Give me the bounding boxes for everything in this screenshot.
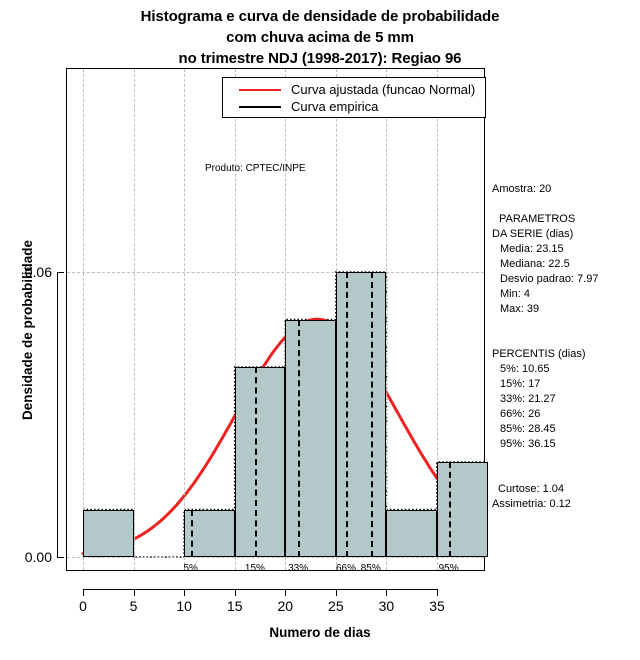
y-tick-label-0: 0.00: [24, 549, 52, 565]
x-tick-label: 20: [277, 598, 294, 614]
x-tick: [437, 589, 438, 596]
percentile-marker-label: 66%: [335, 563, 356, 574]
histogram-bar: [386, 509, 437, 557]
gridline-horizontal: [67, 272, 484, 273]
gridline-vertical: [133, 69, 135, 570]
gridline-vertical: [386, 69, 388, 570]
stat-p66: 66%: 26: [500, 408, 541, 420]
stat-desvio: Desvio padrao: 7.97: [500, 273, 599, 285]
chart-title-line-2: com chuva acima de 5 mm: [226, 29, 414, 46]
x-axis-line: [83, 589, 437, 590]
x-tick-label: 15: [226, 598, 243, 614]
percentile-marker-line: [298, 319, 301, 557]
stat-min: Min: 4: [500, 288, 530, 300]
x-tick: [184, 589, 186, 596]
stat-max: Max: 39: [500, 303, 540, 315]
x-tick: [386, 589, 388, 596]
produto-annotation: Produto: CPTEC/INPE: [205, 163, 306, 174]
percentile-marker-label: 5%: [183, 563, 198, 574]
stat-p95: 95%: 36.15: [500, 438, 556, 450]
percentile-marker-label: 33%: [288, 563, 309, 574]
x-tick: [234, 589, 236, 596]
x-tick: [83, 589, 84, 596]
x-tick-label: 0: [79, 598, 87, 614]
stat-percentis-header: PERCENTIS (dias): [492, 348, 586, 360]
histogram-bar: [335, 272, 387, 557]
gridline-horizontal: [67, 557, 484, 558]
histogram-bar: [437, 462, 488, 557]
chart-title-line-1: Histograma e curva de densidade de proba…: [140, 8, 500, 25]
x-tick-label: 5: [129, 598, 138, 614]
legend-item-0: Curva ajustada (funcao Normal): [223, 81, 485, 99]
histogram-bar: [234, 367, 286, 557]
x-tick-label: 25: [328, 598, 344, 614]
y-tick-label-1: 0.06: [24, 264, 52, 280]
y-tick-1: [57, 272, 64, 273]
stat-p33: 33%: 21.27: [500, 393, 556, 405]
percentile-marker-line: [448, 462, 451, 557]
y-axis-label: Densidade de probabilidade: [20, 239, 35, 420]
x-tick: [335, 589, 337, 596]
fitted-normal-curve: [81, 317, 474, 555]
gridline-vertical: [83, 69, 84, 570]
stat-p5: 5%: 10.65: [500, 363, 550, 375]
gridline-vertical: [437, 69, 438, 570]
percentile-marker-label: 15%: [244, 563, 265, 574]
percentile-marker-line: [345, 272, 348, 557]
percentile-marker-line: [190, 509, 193, 557]
stat-media: Media: 23.15: [500, 243, 564, 255]
x-tick-label: 10: [176, 598, 192, 614]
stat-assimetria: Assimetria: 0.12: [492, 498, 571, 510]
gridline-vertical: [184, 69, 186, 570]
plot-area: [66, 68, 488, 571]
x-tick-label: 30: [378, 598, 395, 614]
stat-p15: 15%: 17: [500, 378, 541, 390]
y-tick-0: [57, 557, 64, 558]
x-tick-label: 35: [429, 598, 445, 614]
percentile-marker-line: [254, 367, 257, 557]
legend-line-fitted-icon: [239, 89, 281, 91]
stat-param-header-1: PARAMETROS: [499, 213, 576, 225]
legend-label-0: Curva ajustada (funcao Normal): [291, 82, 476, 97]
histogram-bar: [83, 509, 134, 557]
gridline-vertical: [234, 69, 236, 570]
stat-p85: 85%: 28.45: [500, 423, 556, 435]
x-axis-label: Numero de dias: [269, 625, 371, 640]
x-tick: [285, 589, 287, 596]
x-tick: [133, 589, 135, 596]
y-axis-line: [57, 272, 58, 558]
stat-curtose: Curtose: 1.04: [498, 483, 565, 495]
percentile-marker-label: 95%: [438, 563, 459, 574]
statistics-panel: Amostra: 20 PARAMETROS DA SERIE (dias) M…: [492, 182, 640, 512]
stat-amostra: Amostra: 20: [492, 183, 552, 195]
percentile-marker-line: [370, 272, 373, 557]
histogram-bar: [285, 319, 336, 557]
legend-line-empirical-icon: [239, 106, 281, 108]
legend-label-1: Curva empirica: [291, 99, 379, 114]
percentile-marker-label: 85%: [360, 563, 381, 574]
chart-title: Histograma e curva de densidade de proba…: [0, 6, 640, 69]
stat-mediana: Mediana: 22.5: [500, 258, 570, 270]
chart-title-line-3: no trimestre NDJ (1998-2017): Regiao 96: [178, 50, 462, 67]
legend-item-1: Curva empirica: [223, 98, 485, 116]
stat-param-header-2: DA SERIE (dias): [492, 228, 574, 240]
chart-legend: Curva ajustada (funcao Normal) Curva emp…: [222, 77, 486, 118]
